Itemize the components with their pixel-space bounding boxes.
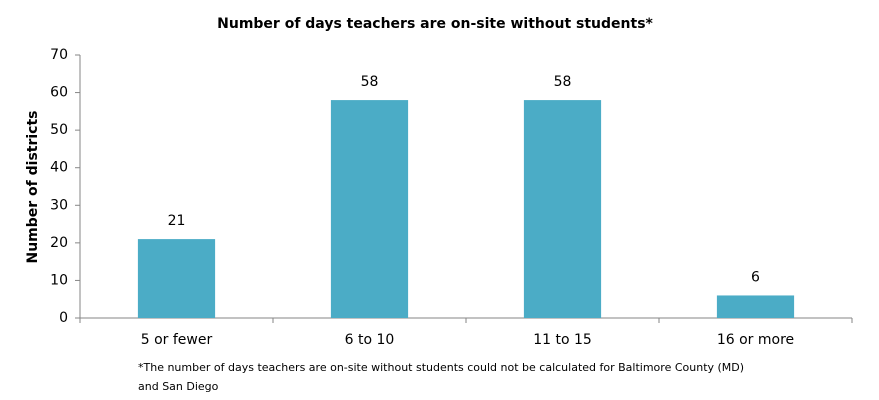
footnote: and San Diego <box>138 380 219 393</box>
y-tick-label: 30 <box>50 197 68 213</box>
x-tick-label: 11 to 15 <box>533 332 592 348</box>
y-tick-label: 20 <box>50 235 68 251</box>
x-tick-label: 6 to 10 <box>345 332 395 348</box>
y-tick-label: 60 <box>50 85 68 101</box>
bar <box>330 100 409 318</box>
x-tick-label: 5 or fewer <box>141 332 213 348</box>
y-tick-label: 0 <box>59 310 68 326</box>
footnote: *The number of days teachers are on-site… <box>138 361 744 374</box>
y-axis-label: Number of districts <box>25 110 41 263</box>
data-label: 21 <box>168 213 186 229</box>
y-tick-label: 40 <box>50 160 68 176</box>
data-label: 6 <box>751 269 760 285</box>
bar <box>137 239 216 318</box>
bar <box>523 100 602 318</box>
bar <box>716 295 795 318</box>
y-tick-label: 70 <box>50 47 68 63</box>
y-tick-label: 50 <box>50 122 68 138</box>
x-tick-label: 16 or more <box>717 332 794 348</box>
chart-title: Number of days teachers are on-site with… <box>217 16 653 32</box>
data-label: 58 <box>361 74 379 90</box>
y-tick-label: 10 <box>50 272 68 288</box>
data-label: 58 <box>554 74 572 90</box>
